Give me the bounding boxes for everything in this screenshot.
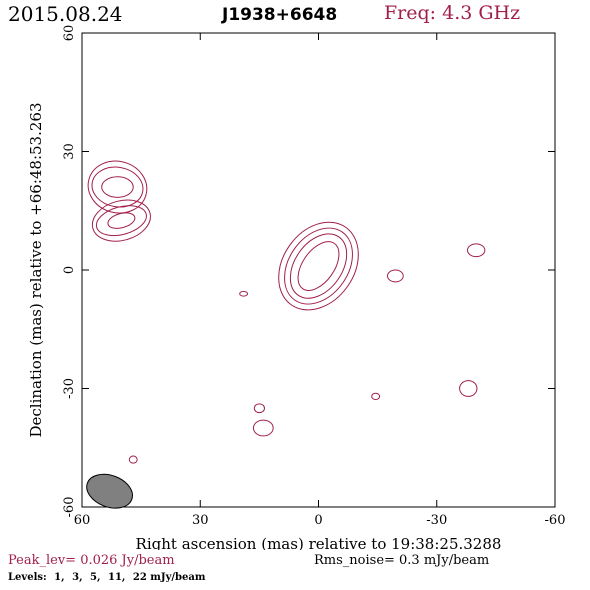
contour-level — [91, 166, 144, 208]
contour-level — [101, 176, 134, 198]
level-value: 1, — [54, 572, 65, 583]
y-tick-label: 60 — [62, 25, 77, 42]
level-value: 11, — [107, 572, 126, 583]
contour-level — [386, 269, 404, 283]
x-axis-label: Right ascension (mas) relative to 19:38:… — [136, 535, 502, 550]
contour-east-blob — [466, 243, 486, 258]
plot-frame — [81, 32, 556, 508]
contour-map: 60 30 0 -30 -60 -60 -30 0 30 60 Right ascension (… — [27, 25, 565, 550]
y-tick-label: 30 — [62, 143, 77, 160]
peak-level: Peak_lev= 0.026 Jy/beam — [8, 553, 175, 568]
frequency-label: Freq: 4.3 GHz — [384, 2, 521, 24]
x-tick-label: -60 — [545, 513, 566, 528]
level-value: 22 mJy/beam — [132, 572, 206, 583]
contour-dot-2 — [371, 392, 381, 401]
contour-level — [297, 241, 340, 291]
contour-level — [128, 455, 138, 464]
contour-east-small — [386, 269, 404, 283]
contour-dot-3 — [128, 455, 138, 464]
contour-level — [252, 419, 274, 437]
contour-level — [284, 227, 353, 305]
contour-level — [239, 290, 249, 297]
contour-north-lower — [91, 199, 151, 242]
x-tick-label: -30 — [426, 513, 447, 528]
contour-level — [289, 233, 348, 299]
contour-south-small — [253, 403, 265, 414]
source-name: J1938+6648 — [222, 5, 338, 25]
contour-level — [278, 221, 359, 311]
axis-tick-labels: 60 30 0 -30 -60 -60 -30 0 30 60 — [62, 25, 565, 528]
rms-noise: Rms_noise= 0.3 mJy/beam — [314, 553, 490, 568]
contour-layer — [87, 160, 486, 464]
beam-ellipse — [86, 473, 133, 509]
y-tick-label: 0 — [62, 266, 77, 274]
contour-level — [253, 403, 265, 414]
contour-level — [371, 392, 381, 401]
y-tick-label: -60 — [62, 497, 77, 518]
axis-ticks — [81, 32, 556, 508]
contour-level — [91, 199, 151, 242]
level-value: 5, — [90, 572, 101, 583]
x-tick-label: 60 — [74, 513, 91, 528]
y-tick-label: -30 — [62, 378, 77, 399]
contour-core — [278, 221, 359, 311]
contour-level — [459, 380, 478, 397]
contour-level — [95, 205, 147, 237]
contour-level — [107, 212, 136, 229]
contour-dot-1 — [239, 290, 249, 297]
levels-label: Levels: — [8, 572, 47, 583]
y-axis-label: Declination (mas) relative to +66:48:53.… — [27, 102, 45, 437]
x-tick-label: 30 — [192, 513, 209, 528]
contour-north-upper — [87, 160, 148, 214]
contour-levels: Levels: 1, 3, 5, 11, 22 mJy/beam — [8, 572, 209, 583]
x-tick-label: 0 — [314, 513, 322, 528]
contour-level — [466, 243, 486, 258]
contour-level — [87, 160, 148, 214]
contour-southeast-blob — [459, 380, 478, 397]
contour-south-blob — [252, 419, 274, 437]
level-value: 3, — [72, 572, 83, 583]
observation-date: 2015.08.24 — [8, 2, 123, 26]
